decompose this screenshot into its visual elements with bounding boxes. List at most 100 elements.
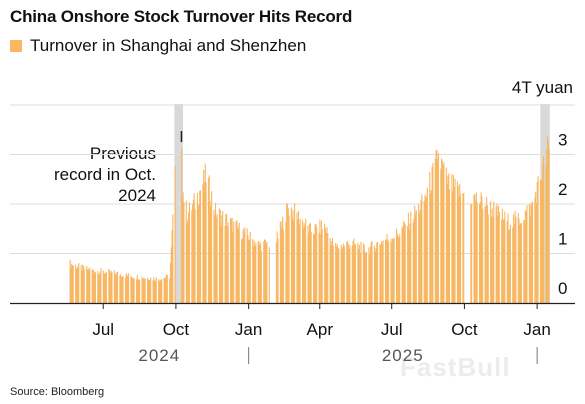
legend-label: Turnover in Shanghai and Shenzhen [30,36,307,55]
turnover-bar [315,224,317,303]
turnover-bar [227,222,229,303]
turnover-bar [139,279,141,303]
turnover-bar [203,182,206,303]
turnover-bar [475,200,477,303]
turnover-bar [242,228,244,303]
turnover-bar [220,225,222,303]
turnover-bar [391,242,393,303]
turnover-bar [216,214,218,303]
turnover-bar [457,185,459,303]
turnover-bar [503,219,505,303]
turnover-bar [485,206,487,303]
turnover-bar [158,279,160,303]
turnover-bar [320,234,322,303]
turnover-bar [459,183,461,303]
turnover-bar [75,264,77,303]
turnover-bar [341,249,343,303]
turnover-bar [508,230,510,303]
turnover-bar [359,253,361,303]
turnover-bar [343,243,345,303]
turnover-bar [437,153,439,303]
turnover-bar [412,222,414,303]
turnover-bar [398,237,400,303]
turnover-bar [441,160,443,303]
x-tick-label: Oct [451,320,478,339]
turnover-bar [258,241,260,303]
turnover-bar [241,239,243,303]
turnover-bar [447,175,449,303]
turnover-bar [174,165,176,303]
chart-title: China Onshore Stock Turnover Hits Record [10,7,353,26]
turnover-bar [340,244,342,303]
turnover-bar [226,214,228,303]
turnover-bar [424,194,426,303]
turnover-bar [456,181,458,303]
turnover-bar [232,232,234,303]
turnover-bar [86,265,88,303]
turnover-bar [243,232,245,303]
turnover-bar [337,248,339,303]
turnover-bar [353,238,355,303]
turnover-bar [226,226,228,303]
turnover-bar [296,212,298,303]
turnover-bar [512,214,515,303]
turnover-bar [399,234,401,303]
turnover-bar [426,196,428,303]
turnover-bar [365,252,368,303]
turnover-bar [501,220,503,303]
turnover-bar [318,232,320,303]
turnover-bar [71,265,74,303]
turnover-bar [463,192,465,303]
turnover-bar [199,190,202,303]
turnover-bar [87,268,89,303]
turnover-bar [529,216,531,303]
turnover-bar [496,203,498,303]
turnover-bar [480,192,482,303]
turnover-bar [171,230,173,303]
turnover-bar [192,204,194,303]
turnover-bar [375,247,377,303]
y-tick-label: 2 [558,180,567,199]
x-tick-label: Jul [381,320,403,339]
turnover-bar [369,246,372,303]
turnover-bar [71,263,73,303]
turnover-bar [194,208,196,303]
turnover-bar [369,254,371,303]
turnover-bar [114,273,116,303]
turnover-bar [325,233,327,303]
turnover-bar [259,245,261,303]
turnover-bar [346,241,349,303]
turnover-bar [230,218,232,303]
turnover-bar [218,208,221,303]
turnover-bar [202,184,204,303]
turnover-bar [97,271,99,303]
turnover-bar [382,240,384,303]
turnover-bar [291,217,293,303]
turnover-bar [407,212,409,303]
turnover-bar [86,269,89,303]
turnover-bar [309,223,311,303]
turnover-bar [282,216,284,303]
turnover-bar [105,271,108,303]
annotation-line: record in Oct. [53,165,156,184]
turnover-bar [131,277,133,303]
turnover-bar [102,270,104,303]
turnover-bar [451,174,453,303]
x-tick-label: Jul [92,320,114,339]
turnover-bar [540,179,542,303]
turnover-bar [410,211,412,303]
turnover-bar [70,267,72,303]
turnover-bar [133,278,135,303]
turnover-bar [446,183,448,303]
turnover-bar [132,278,134,303]
year-label: 2025 [382,346,424,365]
turnover-bar [324,228,326,303]
turnover-bar [495,206,497,303]
turnover-bar [547,140,549,303]
turnover-bar [248,239,251,303]
turnover-bar [304,226,306,303]
turnover-bar [401,226,403,303]
turnover-bar [209,200,211,303]
turnover-bar [426,187,428,303]
turnover-bar [392,238,394,303]
